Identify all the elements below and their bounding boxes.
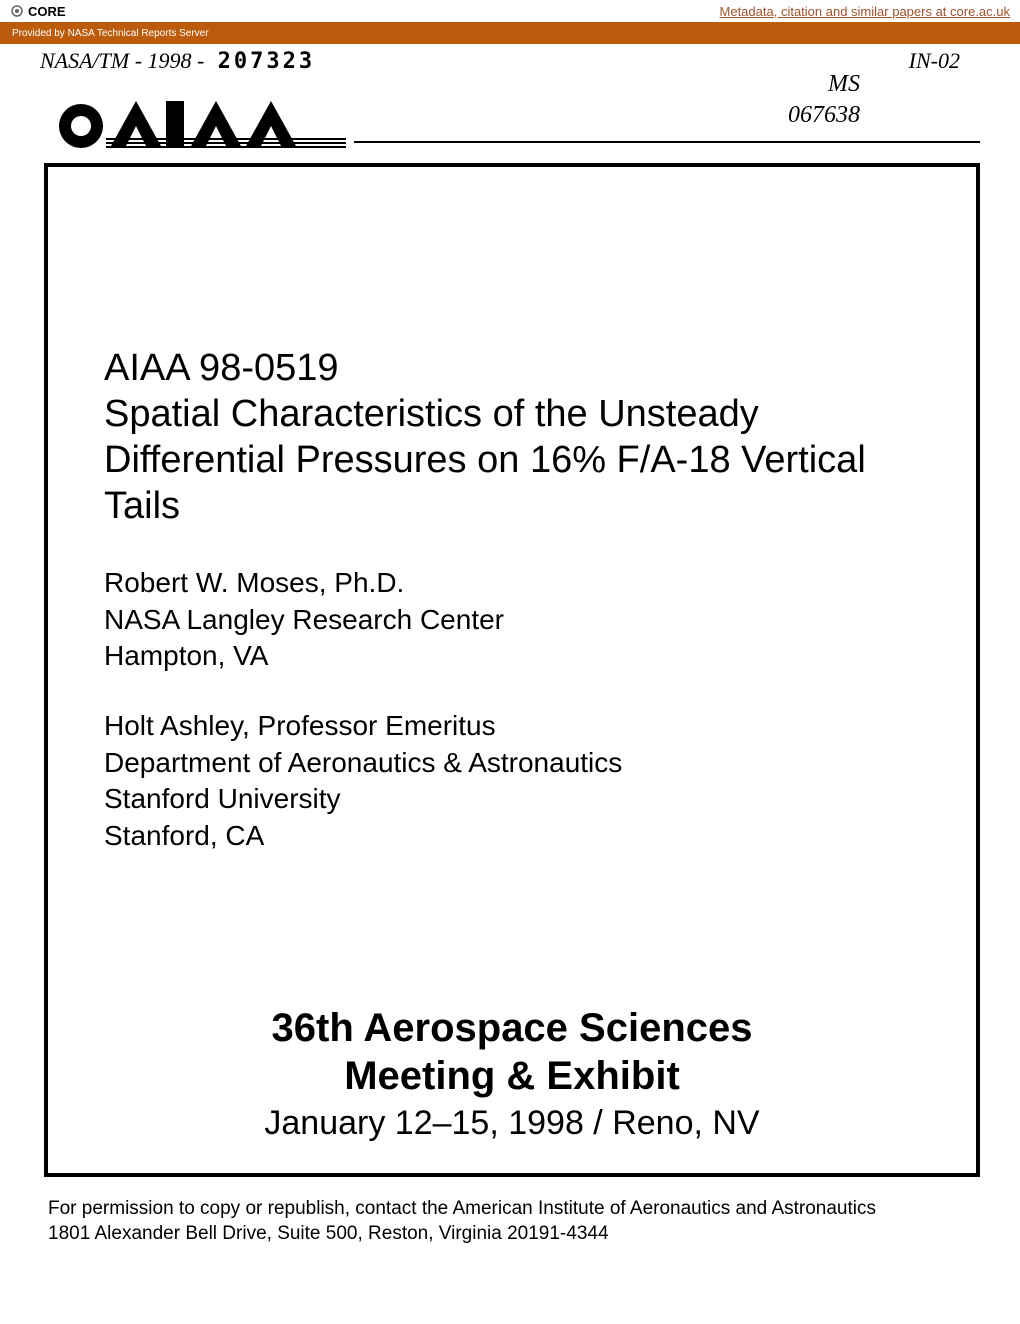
author-block-2: Holt Ashley, Professor Emeritus Departme… <box>104 708 920 854</box>
footer-line1: For permission to copy or republish, con… <box>48 1197 972 1222</box>
core-logo: CORE <box>10 4 66 19</box>
meeting-title-line1: 36th Aerospace Sciences <box>48 1004 976 1052</box>
meeting-date-location: January 12–15, 1998 / Reno, NV <box>48 1104 976 1143</box>
footer-text: For permission to copy or republish, con… <box>48 1197 972 1246</box>
author2-location: Stanford, CA <box>104 818 920 854</box>
aiaa-logo-row <box>0 91 1020 151</box>
paper-title: Spatial Characteristics of the Unsteady … <box>104 392 920 529</box>
title-block: AIAA 98-0519 Spatial Characteristics of … <box>48 347 976 854</box>
metadata-link[interactable]: Metadata, citation and similar papers at… <box>720 4 1010 19</box>
author1-name: Robert W. Moses, Ph.D. <box>104 565 920 601</box>
provided-by-label: Provided by NASA Technical Reports Serve… <box>12 28 209 39</box>
core-label: CORE <box>28 4 66 19</box>
meeting-title-line2: Meeting & Exhibit <box>48 1052 976 1100</box>
author-block-1: Robert W. Moses, Ph.D. NASA Langley Rese… <box>104 565 920 674</box>
author1-location: Hampton, VA <box>104 638 920 674</box>
printed-id: 207323 <box>218 49 315 74</box>
core-icon <box>10 4 24 18</box>
author1-org: NASA Langley Research Center <box>104 602 920 638</box>
meeting-block: 36th Aerospace Sciences Meeting & Exhibi… <box>48 1004 976 1143</box>
author2-name: Holt Ashley, Professor Emeritus <box>104 708 920 744</box>
handwritten-right-top: IN-02 <box>909 48 960 75</box>
footer-line2: 1801 Alexander Bell Drive, Suite 500, Re… <box>48 1222 972 1247</box>
handwritten-id: NASA/TM - 1998 - <box>40 48 204 73</box>
core-header: CORE Metadata, citation and similar pape… <box>0 0 1020 22</box>
author2-org: Stanford University <box>104 781 920 817</box>
aiaa-logo <box>56 91 346 151</box>
author2-dept: Department of Aeronautics & Astronautics <box>104 745 920 781</box>
paper-number: AIAA 98-0519 <box>104 347 920 390</box>
header-rule <box>354 141 980 143</box>
orange-banner: Provided by NASA Technical Reports Serve… <box>0 22 1020 44</box>
doc-number-left: NASA/TM - 1998 - 207323 <box>40 48 315 75</box>
main-content-box: AIAA 98-0519 Spatial Characteristics of … <box>44 163 980 1177</box>
